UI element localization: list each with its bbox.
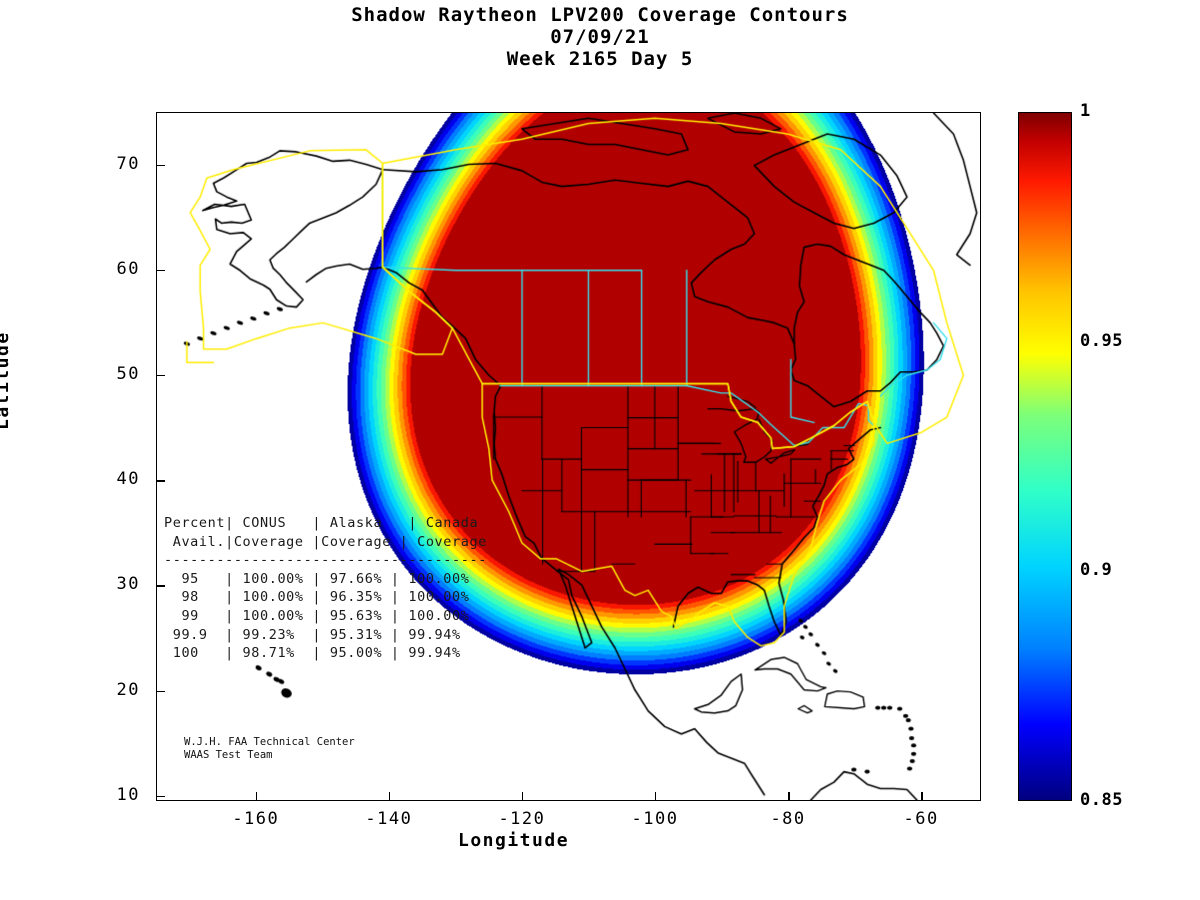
y-tick-label: 20 (116, 679, 140, 700)
colorbar[interactable] (1018, 112, 1072, 801)
footer-credit: W.J.H. FAA Technical Center WAAS Test Te… (184, 736, 355, 761)
y-axis-label: Latitude (0, 331, 13, 430)
x-tick-label: -120 (498, 809, 546, 829)
title-line-1: Shadow Raytheon LPV200 Coverage Contours (351, 4, 849, 26)
map-plot-area[interactable] (156, 112, 981, 801)
y-tick-label: 40 (116, 469, 140, 490)
x-tick-label: -60 (903, 809, 939, 829)
x-axis-label: Longitude (458, 830, 570, 851)
colorbar-tick-label: 0.85 (1080, 790, 1123, 810)
coverage-stats-table: Percent| CONUS | Alaska | Canada Avail.|… (164, 515, 487, 662)
x-tick-label: -160 (232, 809, 280, 829)
y-tick-label: 30 (116, 574, 140, 595)
y-tick-label: 10 (116, 784, 140, 805)
title-line-3: Week 2165 Day 5 (506, 48, 694, 70)
title-line-2: 07/09/21 (550, 26, 650, 48)
x-tick-label: -80 (770, 809, 806, 829)
y-tick-label: 70 (116, 153, 140, 174)
y-tick-label: 60 (116, 258, 140, 279)
colorbar-tick-label: 0.9 (1080, 560, 1113, 581)
x-tick-label: -100 (631, 809, 679, 829)
colorbar-gradient (1019, 113, 1071, 800)
x-tick-label: -140 (365, 809, 413, 829)
colorbar-tick-label: 1 (1080, 101, 1091, 121)
y-tick-label: 50 (116, 363, 140, 384)
coverage-contour-map (157, 113, 980, 800)
chart-title-block: Shadow Raytheon LPV200 Coverage Contours… (0, 4, 1200, 70)
colorbar-tick-label: 0.95 (1080, 330, 1123, 351)
